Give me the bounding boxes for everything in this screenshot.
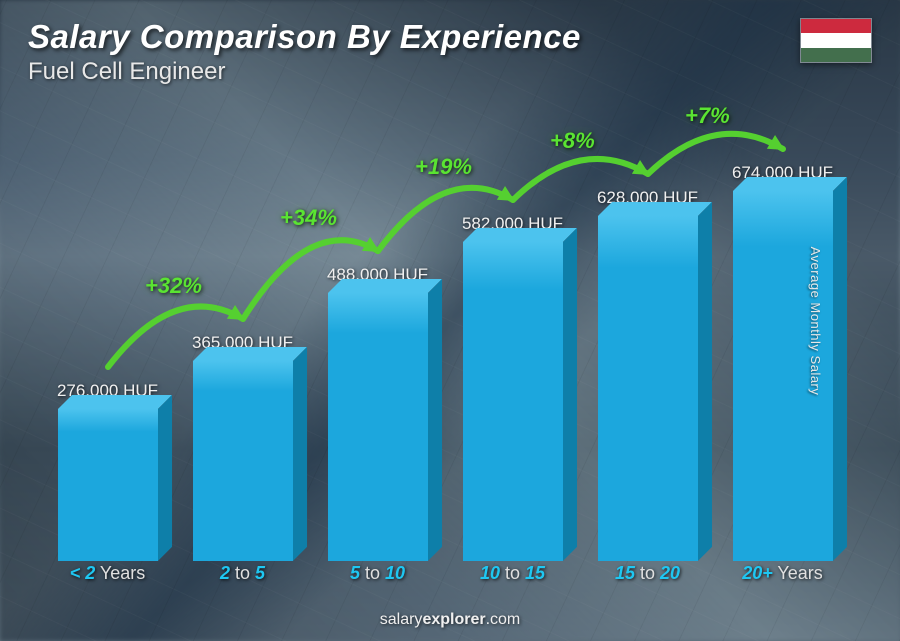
bar bbox=[328, 293, 428, 561]
bar-slot: 674,000 HUF bbox=[723, 163, 843, 561]
category-strong: 15 bbox=[615, 563, 635, 583]
category-strong: < 2 bbox=[70, 563, 96, 583]
header: Salary Comparison By Experience Fuel Cel… bbox=[28, 18, 581, 86]
bar-slot: 582,000 HUF bbox=[453, 214, 573, 561]
category-mid: to bbox=[500, 563, 525, 583]
flag-stripe-white bbox=[801, 33, 871, 47]
footer-attribution: salaryexplorer.com bbox=[0, 611, 900, 629]
bar bbox=[193, 361, 293, 561]
bar-front bbox=[598, 216, 698, 561]
footer-suffix: .com bbox=[486, 611, 521, 628]
bar-side bbox=[833, 177, 847, 561]
bar-side bbox=[428, 279, 442, 561]
bar-front bbox=[463, 242, 563, 561]
category-strong: 20 bbox=[660, 563, 680, 583]
category-label: 2 to 5 bbox=[183, 563, 303, 591]
bar-front bbox=[58, 409, 158, 561]
flag-stripe-red bbox=[801, 19, 871, 33]
bar-side bbox=[158, 395, 172, 561]
category-mid: to bbox=[360, 563, 385, 583]
category-strong: 5 bbox=[255, 563, 265, 583]
bar-slot: 276,000 HUF bbox=[48, 381, 168, 561]
category-suffix: Years bbox=[95, 563, 145, 583]
category-label: < 2 Years bbox=[48, 563, 168, 591]
category-strong: 2 bbox=[220, 563, 230, 583]
bar bbox=[463, 242, 563, 561]
category-strong: 5 bbox=[350, 563, 360, 583]
bar bbox=[58, 409, 158, 561]
footer-bold: explorer bbox=[422, 611, 485, 628]
category-mid: to bbox=[230, 563, 255, 583]
flag-stripe-green bbox=[801, 48, 871, 62]
category-strong: 20+ bbox=[742, 563, 773, 583]
bar-slot: 365,000 HUF bbox=[183, 333, 303, 561]
bar-top bbox=[58, 395, 172, 409]
category-label: 5 to 10 bbox=[318, 563, 438, 591]
bar-side bbox=[563, 228, 577, 561]
bar-top bbox=[193, 347, 307, 361]
bar-side bbox=[698, 202, 712, 561]
category-labels: < 2 Years2 to 55 to 1010 to 1515 to 2020… bbox=[40, 563, 850, 591]
category-label: 10 to 15 bbox=[453, 563, 573, 591]
category-strong: 10 bbox=[385, 563, 405, 583]
category-label: 20+ Years bbox=[723, 563, 843, 591]
bar-side bbox=[293, 347, 307, 561]
salary-bar-chart: 276,000 HUF365,000 HUF488,000 HUF582,000… bbox=[40, 71, 850, 591]
category-suffix: Years bbox=[773, 563, 823, 583]
footer-prefix: salary bbox=[380, 611, 423, 628]
bar-top bbox=[598, 202, 712, 216]
bars-container: 276,000 HUF365,000 HUF488,000 HUF582,000… bbox=[40, 71, 850, 561]
bar-top bbox=[463, 228, 577, 242]
bar-slot: 628,000 HUF bbox=[588, 188, 708, 561]
category-label: 15 to 20 bbox=[588, 563, 708, 591]
y-axis-label: Average Monthly Salary bbox=[808, 246, 823, 395]
bar-top bbox=[733, 177, 847, 191]
hungary-flag-icon bbox=[800, 18, 872, 63]
category-strong: 10 bbox=[480, 563, 500, 583]
bar-front bbox=[193, 361, 293, 561]
category-mid: to bbox=[635, 563, 660, 583]
page-title: Salary Comparison By Experience bbox=[28, 18, 581, 56]
bar-top bbox=[328, 279, 442, 293]
bar-front bbox=[328, 293, 428, 561]
category-strong: 15 bbox=[525, 563, 545, 583]
bar bbox=[598, 216, 698, 561]
page-subtitle: Fuel Cell Engineer bbox=[28, 58, 581, 86]
bar-slot: 488,000 HUF bbox=[318, 265, 438, 561]
